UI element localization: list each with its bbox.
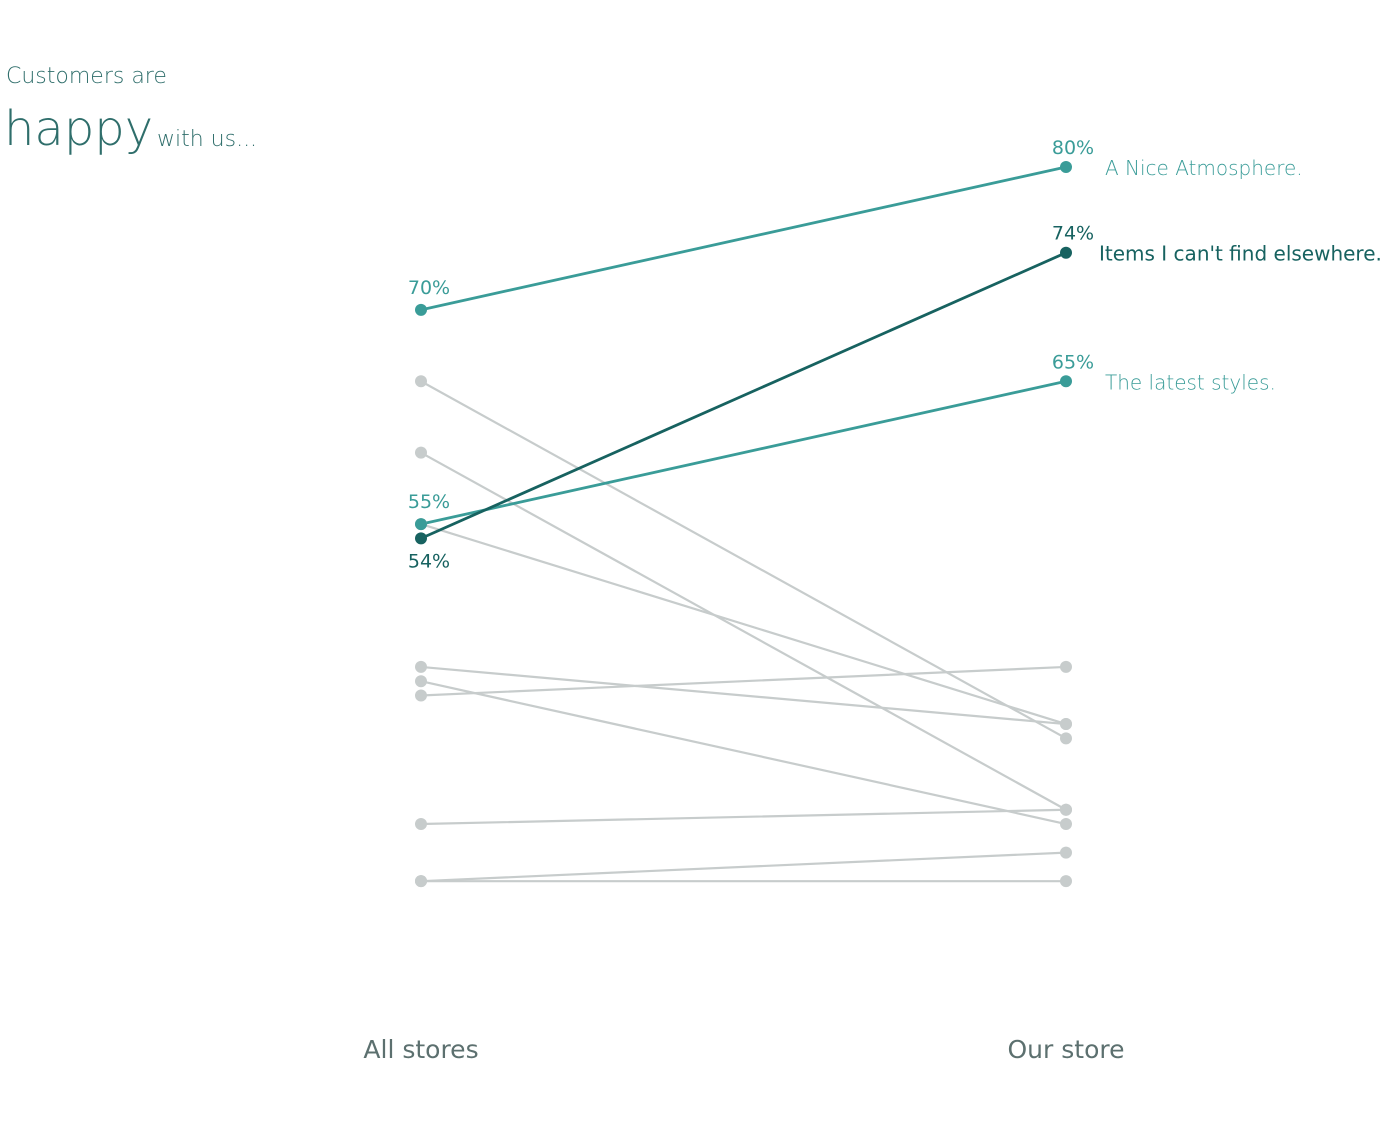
point-left-8 (415, 689, 427, 702)
value-label-right-2: 65% (1052, 351, 1094, 373)
point-left-6 (415, 660, 427, 673)
series-label-0: A Nice Atmosphere. (1105, 156, 1303, 180)
series-line-4 (419, 451, 1068, 811)
point-left-9 (415, 818, 427, 831)
series-line-1 (419, 251, 1068, 540)
point-left-2 (415, 518, 427, 531)
title-small: with us... (157, 127, 257, 152)
series-line-9 (419, 808, 1068, 826)
point-right-0 (1060, 161, 1072, 173)
series-line-0 (419, 165, 1068, 312)
value-label-left-2: 55% (408, 491, 450, 513)
point-right-10 (1060, 846, 1072, 859)
point-right-1 (1060, 246, 1072, 259)
series-line-8 (419, 665, 1068, 697)
lines-layer (419, 165, 1068, 883)
point-left-0 (415, 303, 427, 316)
series-label-2: The latest styles. (1105, 370, 1276, 394)
point-right-6 (1060, 718, 1072, 731)
point-left-1 (415, 532, 427, 545)
point-right-7 (1060, 818, 1072, 831)
series-label-1: Items I can't find elsewhere. (1099, 242, 1382, 266)
series-line-2 (419, 379, 1068, 526)
value-label-left-1: 54% (408, 550, 450, 572)
point-left-3 (415, 375, 427, 388)
points-layer (415, 161, 1072, 888)
point-right-3 (1060, 732, 1072, 745)
point-right-8 (1060, 660, 1072, 673)
series-line-10 (419, 851, 1068, 883)
point-right-2 (1060, 375, 1072, 388)
value-label-right-0: 80% (1052, 137, 1094, 159)
labels-layer: 70% 80% A Nice Atmosphere. 54% 74%Items I ca… (408, 137, 1382, 572)
value-label-right-1: 74% (1052, 223, 1094, 245)
value-label-left-0: 70% (408, 277, 450, 299)
series-line-5 (419, 522, 1068, 726)
point-left-11 (415, 875, 427, 888)
category-axis: All stores Our store (363, 1035, 1124, 1064)
series-line-7 (419, 680, 1068, 826)
title-line1: Customers are (6, 64, 167, 89)
point-left-7 (415, 675, 427, 688)
point-left-4 (415, 446, 427, 459)
category-label-0: All stores (363, 1035, 478, 1064)
series-line-6 (419, 665, 1068, 726)
point-right-9 (1060, 803, 1072, 816)
title-big: happy (4, 101, 153, 157)
point-right-11 (1060, 875, 1072, 888)
category-label-1: Our store (1008, 1035, 1125, 1064)
series-line-3 (419, 380, 1068, 740)
